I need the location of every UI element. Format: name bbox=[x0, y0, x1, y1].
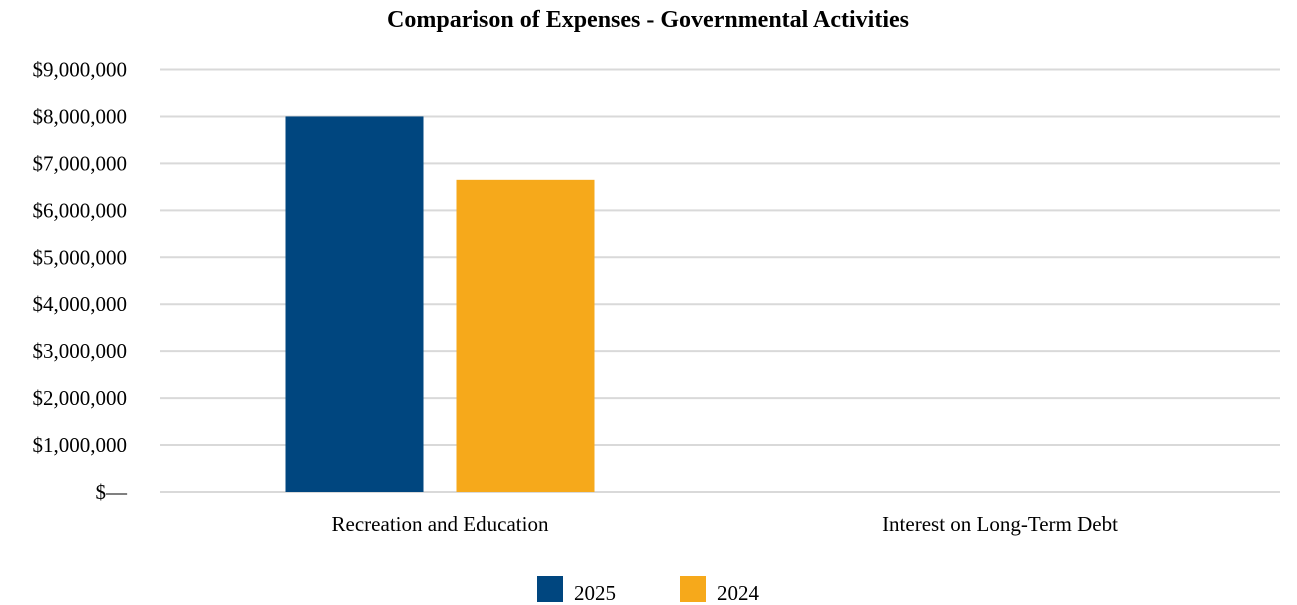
legend-swatch-2024 bbox=[680, 576, 706, 602]
y-tick-label: $9,000,000 bbox=[33, 58, 128, 82]
chart-title: Comparison of Expenses - Governmental Ac… bbox=[387, 7, 909, 33]
y-tick-label: $8,000,000 bbox=[33, 104, 128, 128]
x-category-label: Interest on Long-Term Debt bbox=[882, 512, 1118, 536]
y-tick-label: $6,000,000 bbox=[33, 198, 128, 222]
y-tick-label: $4,000,000 bbox=[33, 292, 128, 316]
legend-label-2025: 2025 bbox=[574, 581, 616, 605]
legend: 2025 2024 bbox=[537, 576, 760, 605]
x-axis-category-labels: Recreation and Education Interest on Long… bbox=[332, 512, 1119, 536]
bar-2024-1 bbox=[456, 179, 595, 492]
legend-swatch-2025 bbox=[537, 576, 563, 602]
y-tick-label: $3,000,000 bbox=[33, 339, 128, 363]
y-tick-label: $— bbox=[96, 480, 129, 504]
y-tick-label: $7,000,000 bbox=[33, 151, 128, 175]
x-category-label: Recreation and Education bbox=[332, 512, 549, 536]
y-axis-tick-labels: $— $1,000,000 $2,000,000 $3,000,000 $4,000,0… bbox=[33, 58, 129, 505]
y-tick-label: $5,000,000 bbox=[33, 245, 128, 269]
y-tick-label: $2,000,000 bbox=[33, 386, 128, 410]
y-tick-label: $1,000,000 bbox=[33, 433, 128, 457]
bar-2025-1 bbox=[285, 116, 424, 492]
legend-label-2024: 2024 bbox=[717, 581, 760, 605]
bars bbox=[285, 116, 595, 492]
